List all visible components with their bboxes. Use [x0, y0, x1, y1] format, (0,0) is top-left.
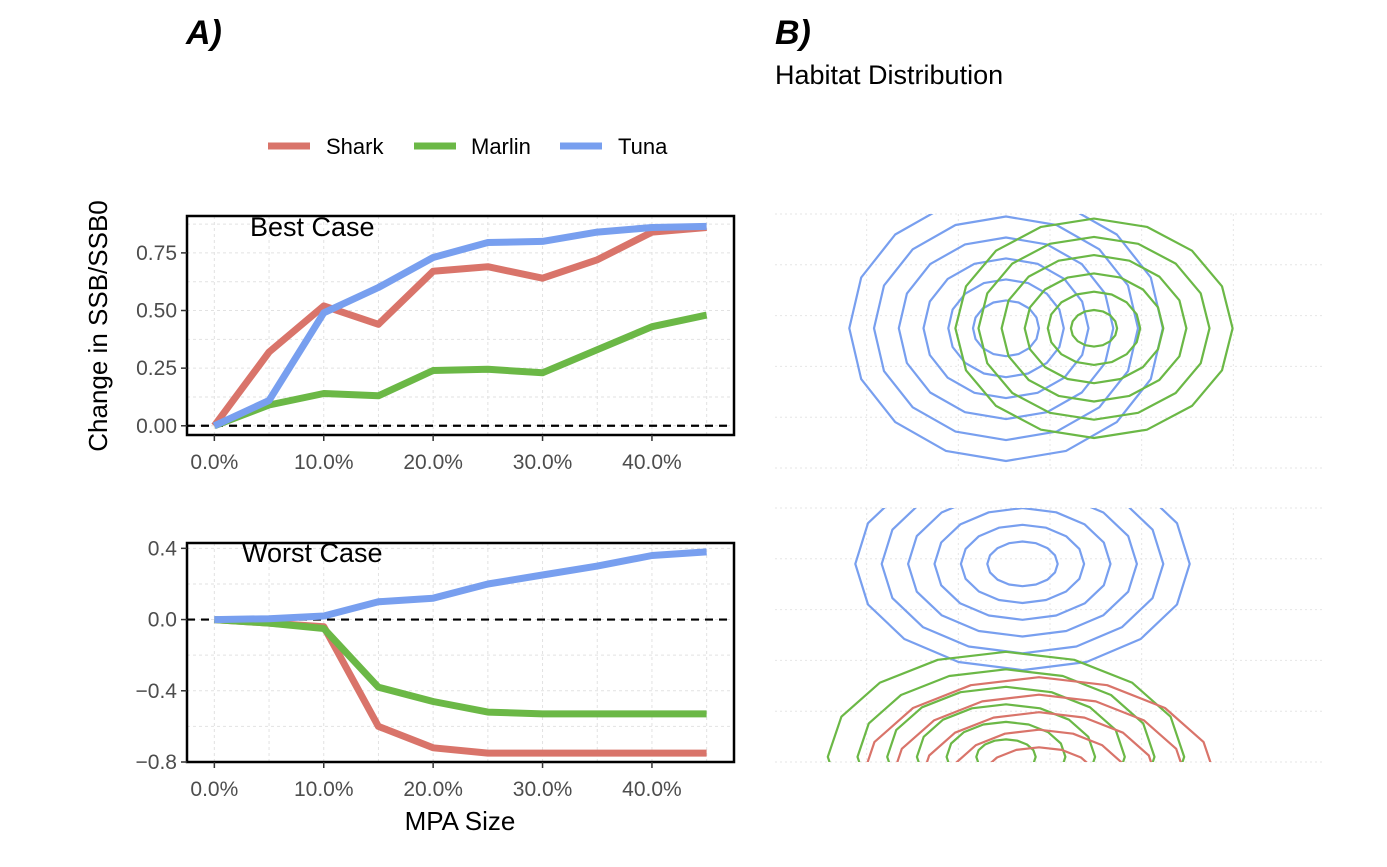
worst-case-habitat-tuna-contour	[986, 540, 1059, 588]
best-case-habitat-tuna-contour	[848, 214, 1164, 463]
best-case-x-tick-label: 20.0%	[403, 451, 463, 474]
x-axis-title: MPA Size	[405, 806, 516, 836]
worst-case-habitat-marlin-contour	[945, 720, 1067, 762]
best-case-series-group	[211, 222, 708, 430]
panel-b-subtitle: Habitat Distribution	[775, 60, 1003, 90]
best-case-y-tick-label: 0.00	[136, 415, 177, 438]
worst-case-habitat-marlin-contour	[915, 703, 1097, 762]
worst-case-x-tick-label: 40.0%	[622, 778, 682, 801]
worst-case-habitat-tuna-contour	[933, 508, 1112, 621]
worst-case-habitat-panel	[775, 507, 1325, 800]
best-case-habitat-marlin-contour	[1000, 254, 1188, 403]
worst-case-y-tick-label: −0.4	[136, 680, 178, 703]
worst-case-x-tick-label: 30.0%	[513, 778, 573, 801]
worst-case-y-tick-label: −0.8	[136, 751, 177, 774]
worst-case-facet-title: Worst Case	[242, 538, 383, 568]
best-case-y-tick-label: 0.75	[136, 242, 177, 265]
worst-case-series-group	[214, 548, 707, 757]
best-case-x-tick-label: 40.0%	[622, 451, 682, 474]
worst-case-plot-background	[187, 543, 734, 762]
worst-case-y-tick-label: 0.4	[148, 537, 178, 560]
worst-case-habitat-marlin-contour	[826, 650, 1186, 762]
worst-case-habitat-shark-contour	[955, 728, 1123, 762]
best-case-habitat-tuna-contour	[922, 257, 1090, 400]
panel-a-tag: A)	[185, 14, 222, 52]
best-case-habitat-tuna-contour	[947, 278, 1065, 379]
best-case-x-tick-label: 30.0%	[513, 451, 573, 474]
best-case-habitat-panel	[775, 213, 1325, 469]
legend-label-shark: Shark	[326, 134, 384, 159]
best-case-habitat-marlin-contour	[954, 217, 1234, 440]
worst-case-plot-border	[185, 541, 736, 764]
best-case-habitat-tuna-contour	[897, 236, 1115, 421]
best-case-habitat-tuna-contour	[971, 299, 1041, 358]
best-case-plot-border	[185, 214, 736, 437]
worst-case-habitat-shark-contour	[925, 711, 1153, 762]
worst-case-x-tick-label: 20.0%	[403, 778, 463, 801]
panel-b-tag: B)	[775, 14, 811, 52]
worst-case-habitat-shark-contour	[866, 676, 1212, 762]
worst-case-habitat-tuna-contour	[880, 508, 1165, 655]
worst-case-series-tuna-line	[214, 548, 707, 624]
worst-case-habitat-shark-contour	[896, 693, 1182, 762]
worst-case-x-tick-label: 10.0%	[294, 778, 354, 801]
best-case-series-tuna-line	[212, 222, 707, 429]
legend-label-tuna: Tuna	[618, 134, 668, 159]
best-case-facet-title: Best Case	[250, 212, 375, 242]
legend-label-marlin: Marlin	[471, 134, 531, 159]
worst-case-x-tick-label: 0.0%	[190, 778, 238, 801]
best-case-habitat-marlin-contour	[1069, 308, 1119, 348]
worst-case-habitat-shark-contour	[990, 746, 1088, 762]
worst-case-habitat-marlin-contour	[975, 738, 1037, 762]
worst-case-habitat-contours	[826, 508, 1212, 800]
best-case-y-tick-label: 0.25	[136, 357, 177, 380]
best-case-habitat-marlin-contour	[1023, 272, 1165, 385]
best-case-series-marlin-line	[213, 311, 708, 430]
worst-case-series-marlin-line	[214, 616, 707, 718]
worst-case-line-panel: Worst Case −0.8 −0.4 0.0 0.4 0.0% 10.0% 20.0% 30…	[136, 537, 736, 801]
best-case-habitat-marlin-contour	[977, 235, 1211, 421]
worst-case-gridlines	[187, 543, 734, 762]
worst-case-y-tick-label: 0.0	[148, 609, 177, 632]
worst-case-habitat-marlin-contour	[886, 685, 1126, 762]
worst-case-habitat-tuna-contour	[959, 523, 1086, 605]
best-case-x-tick-label: 10.0%	[294, 451, 354, 474]
best-case-y-tick-label: 0.50	[136, 300, 177, 323]
legend: Shark Marlin Tuna	[268, 134, 668, 159]
best-case-habitat-tuna-contour	[872, 215, 1140, 442]
worst-case-habitat-gridlines	[775, 507, 1325, 763]
y-axis-title: Change in SSB/SSB0	[83, 200, 113, 452]
best-case-habitat-contours	[848, 214, 1234, 463]
best-case-line-panel: Best Case 0.00 0.25 0.50 0.75 0.0% 10.0% 20.0% 3…	[136, 212, 736, 474]
best-case-x-tick-label: 0.0%	[190, 451, 238, 474]
best-case-habitat-marlin-contour	[1046, 290, 1142, 366]
worst-case-habitat-tuna-contour	[854, 508, 1191, 672]
best-case-series-shark-line	[211, 224, 707, 428]
worst-case-habitat-tuna-contour	[907, 508, 1138, 638]
worst-case-habitat-shark-contour	[1009, 765, 1068, 800]
worst-case-habitat-marlin-contour	[856, 668, 1156, 762]
